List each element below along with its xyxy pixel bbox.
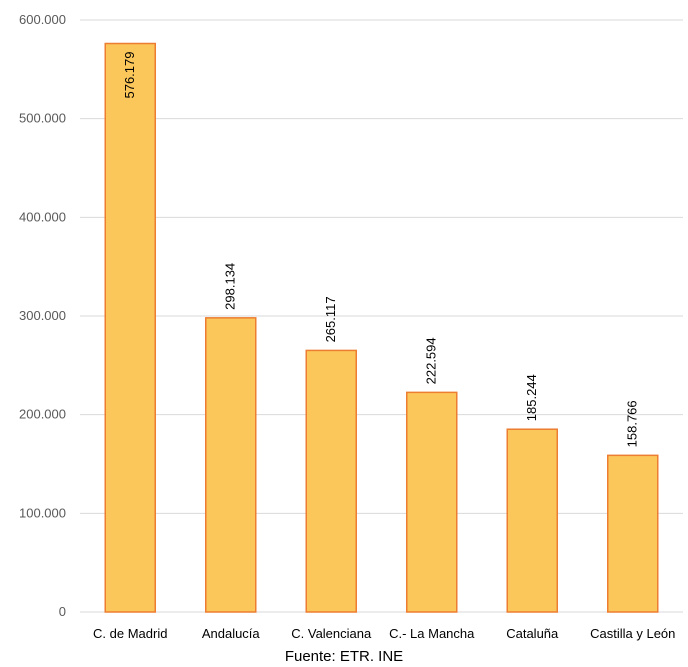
bars [104,42,659,613]
data-label: 222.594 [424,337,439,384]
data-label: 298.134 [223,263,238,310]
bar [104,42,156,613]
category-label: Cataluña [506,626,559,641]
y-axis-ticks: 0 100.000 200.000 300.000 400.000 500.000 600.… [19,12,66,619]
y-tick-label: 600.000 [19,12,66,27]
data-label: 576.179 [122,52,137,99]
category-label: Castilla y León [590,626,675,641]
y-tick-label: 100.000 [19,505,66,520]
bar [205,317,257,613]
data-label: 265.117 [323,296,338,342]
y-tick-label: 400.000 [19,209,66,224]
data-label: 185.244 [524,374,539,421]
category-label: Andalucía [202,626,261,641]
category-label: C.- La Mancha [389,626,475,641]
data-label: 158.766 [625,400,640,447]
y-tick-label: 300.000 [19,308,66,323]
gridlines [80,19,683,514]
category-labels: C. de Madrid Andalucía C. Valenciana C.- La… [93,626,675,641]
y-tick-label: 0 [59,604,66,619]
bar [406,391,458,613]
bar [305,349,357,613]
source-note: Fuente: ETR. INE [285,648,403,665]
category-label: C. de Madrid [93,626,167,641]
y-tick-label: 200.000 [19,407,66,422]
y-tick-label: 500.000 [19,111,66,126]
bar [607,454,659,613]
category-label: C. Valenciana [291,626,372,641]
data-labels: 576.179 298.134 265.117 222.594 185.244 158.7… [122,52,640,448]
bar [506,428,558,613]
